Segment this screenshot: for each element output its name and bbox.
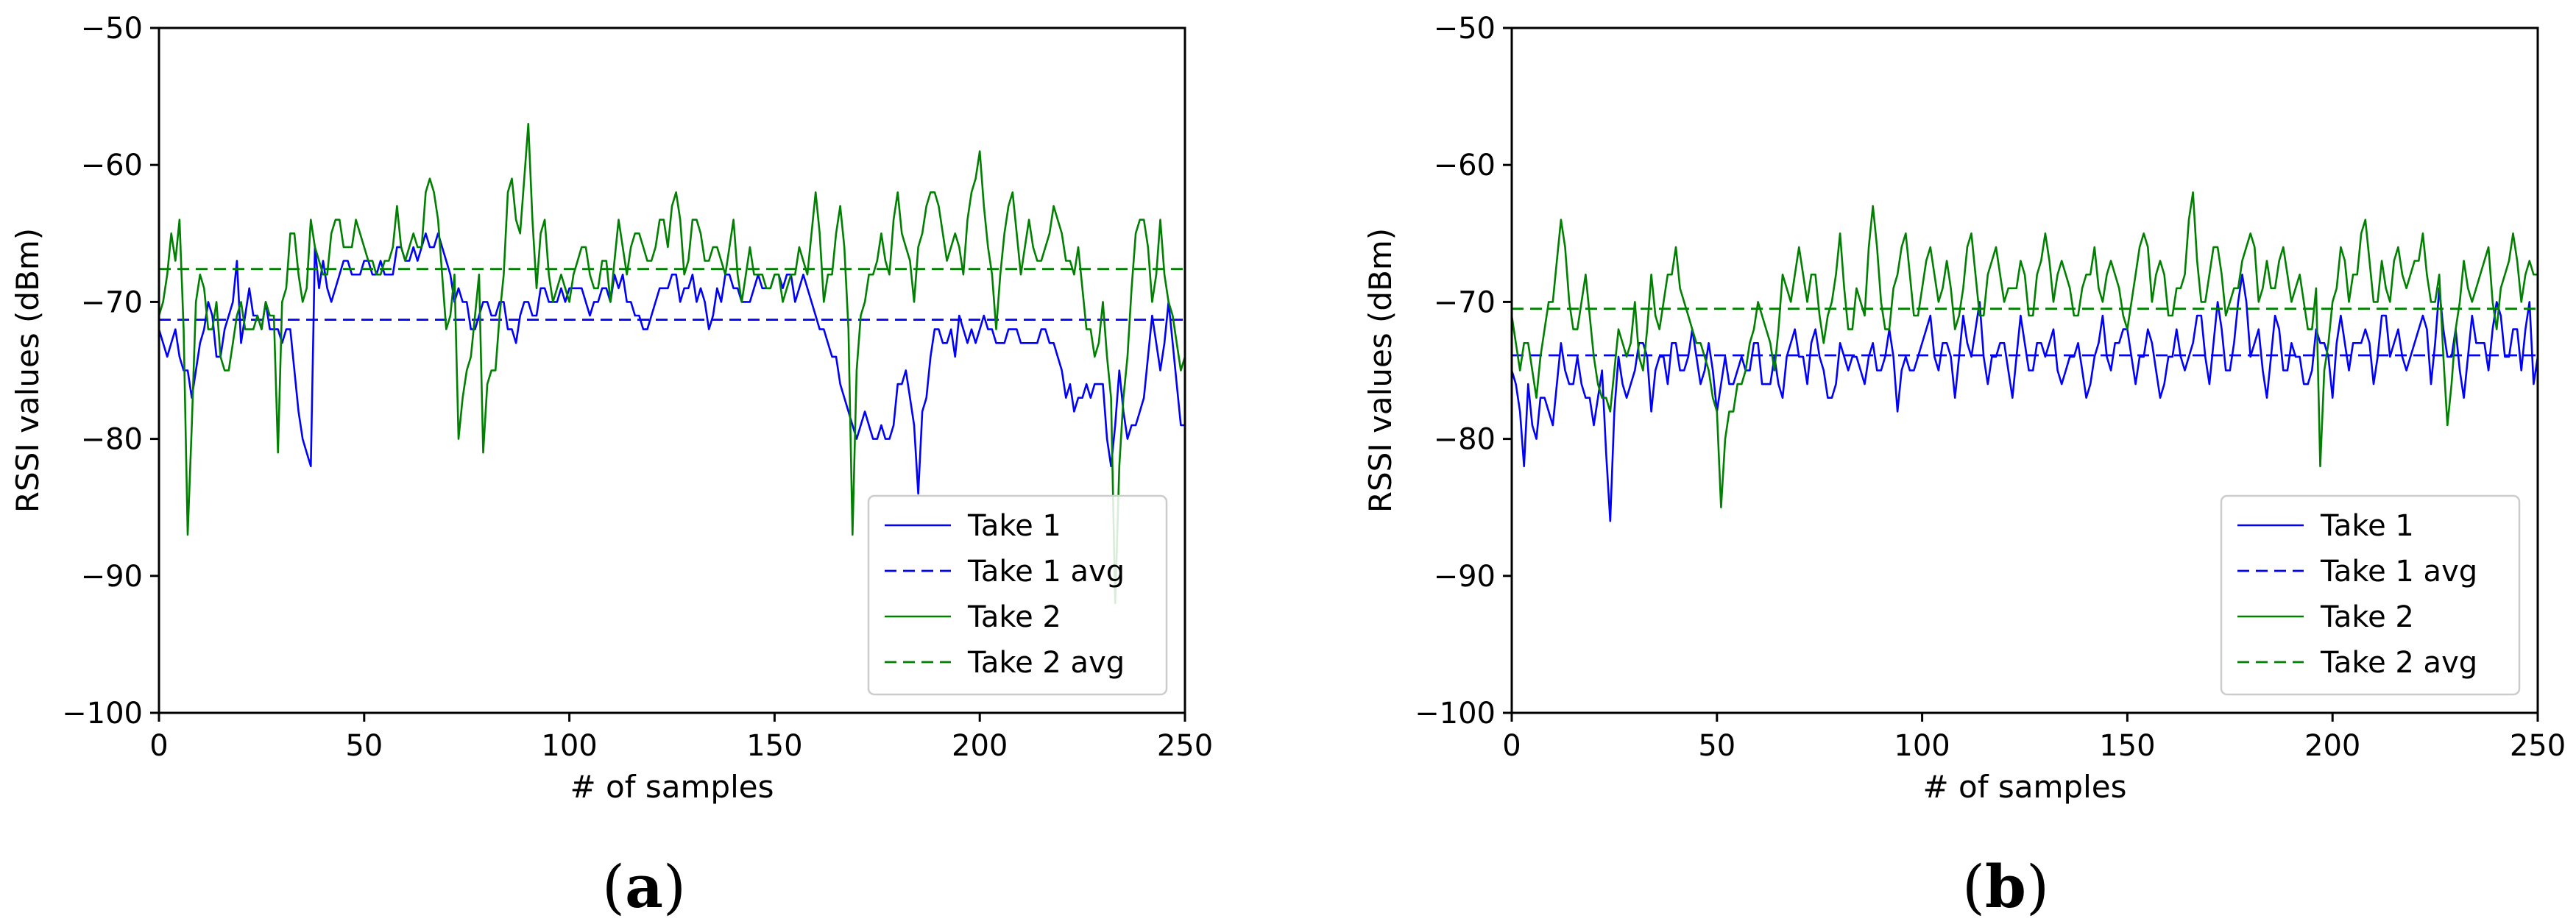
b-y-tick-label: −60 <box>1434 149 1496 182</box>
b-legend-label: Take 2 avg <box>2320 646 2477 680</box>
b-x-tick-label: 0 <box>1502 729 1521 763</box>
a-y-tick-label: −60 <box>81 149 143 182</box>
b-x-tick-label: 100 <box>1894 729 1950 763</box>
b-legend: Take 1 Take 1 avg Take 2 Take 2 avg <box>2220 494 2521 696</box>
a-axes-frame <box>158 26 1186 714</box>
panel-caption-b: (b) <box>1961 852 2050 921</box>
b-y-tick-label: −80 <box>1434 423 1496 457</box>
a-y-axis-label: RSSI values (dBm) <box>10 228 46 513</box>
b-y-tick-label: −90 <box>1434 560 1496 594</box>
a-y-tick-label: −90 <box>81 560 143 594</box>
b-legend-label: Take 1 <box>2320 509 2414 543</box>
b-legend-box <box>2220 494 2521 696</box>
rssi-chart-a: 0 50 100 150 200 250 −100 −90 −80 −70 −60 −50 # of s… <box>10 12 1213 805</box>
a-x-tick-label: 50 <box>345 729 383 763</box>
a-x-axis-label: # of samples <box>570 769 774 805</box>
a-y-tick-label: −50 <box>81 12 143 46</box>
chart-panel-b: 0 50 100 150 200 250 −100 −90 −80 −70 −60 −50 # of s… <box>1353 0 2576 924</box>
a-x-tick-label: 250 <box>1157 729 1213 763</box>
b-x-tick-label: 50 <box>1698 729 1735 763</box>
a-legend-label: Take 2 avg <box>967 646 1125 680</box>
a-legend-box <box>867 494 1168 696</box>
a-legend: Take 1 Take 1 avg Take 2 Take 2 avg <box>867 494 1168 696</box>
b-axes-frame <box>1510 26 2539 714</box>
b-x-tick-label: 150 <box>2099 729 2155 763</box>
b-legend-label: Take 1 avg <box>2320 555 2477 589</box>
b-series-line-take-2 <box>1510 191 2538 509</box>
chart-panel-a: 0 50 100 150 200 250 −100 −90 −80 −70 −60 −50 # of s… <box>10 12 1213 921</box>
a-legend-label: Take 1 avg <box>967 555 1125 589</box>
panel-label-a: a <box>625 852 663 921</box>
b-y-axis-label: RSSI values (dBm) <box>1362 228 1398 513</box>
a-series-line-take-1 <box>158 232 1185 495</box>
b-y-tick-label: −50 <box>1434 12 1496 46</box>
a-legend-label: Take 2 <box>967 600 1061 634</box>
a-series-line-take-2 <box>158 123 1186 605</box>
a-y-tick-label: −100 <box>62 697 143 731</box>
b-legend-label: Take 2 <box>2320 600 2414 634</box>
b-y-tick-label: −70 <box>1434 285 1496 319</box>
a-x-tick-label: 100 <box>541 729 597 763</box>
a-legend-label: Take 1 <box>967 509 1061 543</box>
b-x-axis-label: # of samples <box>1923 769 2127 805</box>
a-x-tick-label: 150 <box>746 729 802 763</box>
a-x-tick-label: 0 <box>149 729 168 763</box>
b-y-tick-label: −100 <box>1415 697 1496 731</box>
b-series-line-take-1 <box>1510 273 2539 522</box>
a-x-tick-label: 200 <box>952 729 1008 763</box>
b-x-tick-label: 200 <box>2304 729 2360 763</box>
panel-label-b: b <box>1985 852 2026 921</box>
b-x-tick-label: 250 <box>2510 729 2566 763</box>
rssi-chart-b: 0 50 100 150 200 250 −100 −90 −80 −70 −60 −50 # of s… <box>1362 12 2566 805</box>
panel-caption-a: (a) <box>601 852 687 921</box>
a-y-tick-label: −70 <box>81 285 143 319</box>
a-y-tick-label: −80 <box>81 423 143 457</box>
